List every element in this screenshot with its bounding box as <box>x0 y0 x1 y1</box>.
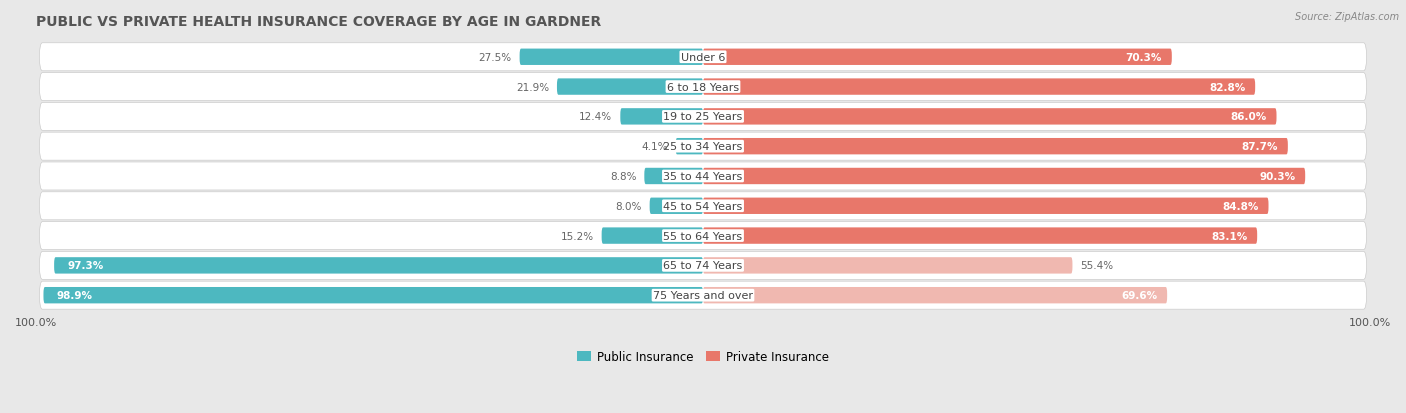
FancyBboxPatch shape <box>39 222 1367 250</box>
FancyBboxPatch shape <box>39 133 1367 161</box>
Text: 98.9%: 98.9% <box>56 290 93 301</box>
Text: 90.3%: 90.3% <box>1258 171 1295 182</box>
Text: 21.9%: 21.9% <box>516 82 548 93</box>
Text: 12.4%: 12.4% <box>579 112 612 122</box>
FancyBboxPatch shape <box>650 198 703 214</box>
FancyBboxPatch shape <box>39 163 1367 190</box>
Text: 25 to 34 Years: 25 to 34 Years <box>664 142 742 152</box>
Text: 83.1%: 83.1% <box>1211 231 1247 241</box>
Text: 97.3%: 97.3% <box>67 261 104 271</box>
Text: 70.3%: 70.3% <box>1125 52 1161 63</box>
FancyBboxPatch shape <box>644 169 703 185</box>
Text: 15.2%: 15.2% <box>561 231 593 241</box>
FancyBboxPatch shape <box>39 103 1367 131</box>
Text: 6 to 18 Years: 6 to 18 Years <box>666 82 740 93</box>
Text: 55.4%: 55.4% <box>1080 261 1114 271</box>
Text: 19 to 25 Years: 19 to 25 Years <box>664 112 742 122</box>
Text: 86.0%: 86.0% <box>1230 112 1267 122</box>
FancyBboxPatch shape <box>53 258 703 274</box>
Legend: Public Insurance, Private Insurance: Public Insurance, Private Insurance <box>572 345 834 368</box>
FancyBboxPatch shape <box>703 139 1288 155</box>
FancyBboxPatch shape <box>703 198 1268 214</box>
FancyBboxPatch shape <box>602 228 703 244</box>
Text: 84.8%: 84.8% <box>1222 201 1258 211</box>
Text: 55 to 64 Years: 55 to 64 Years <box>664 231 742 241</box>
Text: 4.1%: 4.1% <box>641 142 668 152</box>
Text: Source: ZipAtlas.com: Source: ZipAtlas.com <box>1295 12 1399 22</box>
Text: 69.6%: 69.6% <box>1121 290 1157 301</box>
FancyBboxPatch shape <box>703 228 1257 244</box>
FancyBboxPatch shape <box>703 79 1256 95</box>
FancyBboxPatch shape <box>39 44 1367 71</box>
FancyBboxPatch shape <box>676 139 703 155</box>
FancyBboxPatch shape <box>39 192 1367 220</box>
Text: 87.7%: 87.7% <box>1241 142 1278 152</box>
FancyBboxPatch shape <box>703 109 1277 125</box>
FancyBboxPatch shape <box>520 50 703 66</box>
Text: 75 Years and over: 75 Years and over <box>652 290 754 301</box>
FancyBboxPatch shape <box>703 169 1305 185</box>
Text: 82.8%: 82.8% <box>1209 82 1246 93</box>
FancyBboxPatch shape <box>39 282 1367 309</box>
FancyBboxPatch shape <box>557 79 703 95</box>
Text: Under 6: Under 6 <box>681 52 725 63</box>
FancyBboxPatch shape <box>39 74 1367 101</box>
FancyBboxPatch shape <box>703 287 1167 304</box>
Text: 65 to 74 Years: 65 to 74 Years <box>664 261 742 271</box>
Text: 45 to 54 Years: 45 to 54 Years <box>664 201 742 211</box>
Text: PUBLIC VS PRIVATE HEALTH INSURANCE COVERAGE BY AGE IN GARDNER: PUBLIC VS PRIVATE HEALTH INSURANCE COVER… <box>37 15 602 29</box>
FancyBboxPatch shape <box>703 258 1073 274</box>
FancyBboxPatch shape <box>39 252 1367 280</box>
Text: 8.0%: 8.0% <box>616 201 641 211</box>
FancyBboxPatch shape <box>44 287 703 304</box>
Text: 27.5%: 27.5% <box>478 52 512 63</box>
Text: 35 to 44 Years: 35 to 44 Years <box>664 171 742 182</box>
FancyBboxPatch shape <box>620 109 703 125</box>
Text: 8.8%: 8.8% <box>610 171 637 182</box>
FancyBboxPatch shape <box>703 50 1171 66</box>
